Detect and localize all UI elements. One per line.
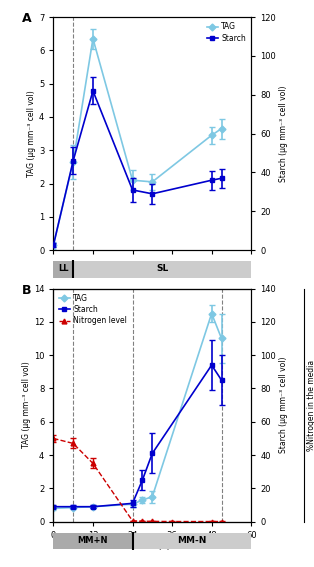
Bar [53, 532, 133, 549]
Y-axis label: Starch (μg mm⁻³ cell vol): Starch (μg mm⁻³ cell vol) [279, 357, 288, 454]
Text: MM+N: MM+N [78, 536, 108, 545]
Y-axis label: TAG (μg mm⁻³ cell vol): TAG (μg mm⁻³ cell vol) [22, 362, 31, 448]
Legend: TAG, Starch, Nitrogen level: TAG, Starch, Nitrogen level [57, 293, 129, 327]
Y-axis label: TAG (μg mm⁻³ cell vol): TAG (μg mm⁻³ cell vol) [27, 90, 36, 177]
Y-axis label: Starch (μg mm⁻³ cell vol): Starch (μg mm⁻³ cell vol) [279, 86, 288, 182]
Y-axis label: %Nitrogen in the media: %Nitrogen in the media [307, 359, 314, 451]
Text: A: A [22, 12, 31, 26]
Text: LL: LL [58, 264, 68, 273]
Text: B: B [22, 284, 31, 297]
Legend: TAG, Starch: TAG, Starch [205, 21, 247, 44]
Text: MM-N: MM-N [177, 536, 207, 545]
Bar [133, 532, 251, 549]
Bar [53, 261, 73, 278]
X-axis label: Time (h): Time (h) [135, 543, 170, 552]
Text: SL: SL [156, 264, 168, 273]
